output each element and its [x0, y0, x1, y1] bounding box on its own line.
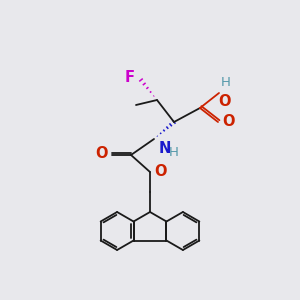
- Text: O: O: [95, 146, 108, 161]
- Text: O: O: [218, 94, 230, 109]
- Text: O: O: [222, 115, 235, 130]
- Text: H: H: [221, 76, 231, 89]
- Text: F: F: [125, 70, 135, 85]
- Text: H: H: [169, 146, 179, 159]
- Text: N: N: [159, 141, 171, 156]
- Text: O: O: [154, 164, 167, 178]
